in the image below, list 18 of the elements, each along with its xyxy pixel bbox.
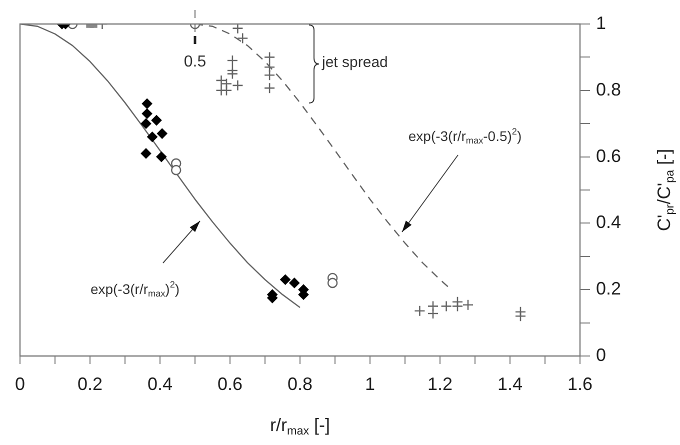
y-axis-title: C'pr/C'pa [-] bbox=[654, 148, 677, 232]
x-tick-label: 0.6 bbox=[217, 374, 243, 394]
x-tick-label: 0.8 bbox=[287, 374, 313, 394]
y-tick-label: 0.6 bbox=[596, 146, 622, 166]
x-tick-label: 0 bbox=[14, 374, 26, 394]
y-tick-label: 0.8 bbox=[596, 79, 622, 100]
annotation: jet spread bbox=[321, 54, 388, 72]
x-tick-label: 0.2 bbox=[77, 374, 103, 394]
x-tick-label: 1 bbox=[364, 374, 376, 394]
y-tick-label: 0.4 bbox=[596, 212, 622, 232]
y-tick-label: 1 bbox=[596, 12, 606, 33]
ref-line-label: 0.5 bbox=[184, 53, 206, 70]
x-tick-label: 1.6 bbox=[567, 374, 593, 394]
y-tick-label: 0.2 bbox=[596, 278, 622, 299]
x-tick-label: 0.4 bbox=[147, 374, 173, 394]
x-tick-label: 1.2 bbox=[427, 374, 453, 394]
x-tick-label: 1.4 bbox=[497, 374, 523, 394]
y-tick-label: 0 bbox=[596, 344, 606, 365]
